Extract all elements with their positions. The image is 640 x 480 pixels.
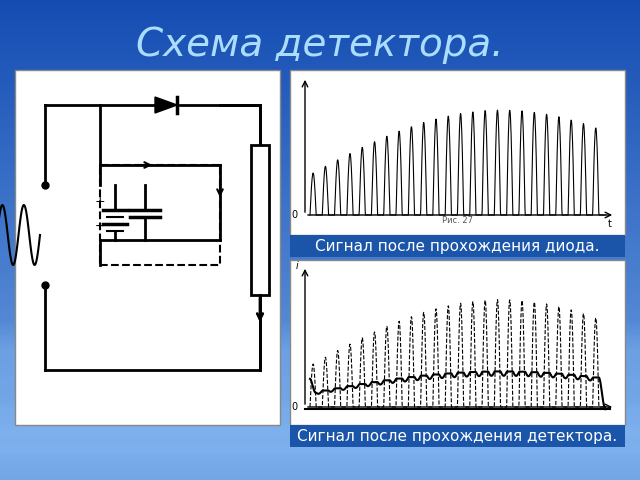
Text: 0: 0: [291, 402, 297, 412]
Text: i: i: [296, 261, 298, 271]
Text: −: −: [95, 220, 106, 233]
Bar: [290, 425, 625, 447]
Bar: [290, 235, 625, 257]
Text: Сигнал после прохождения детектора.: Сигнал после прохождения детектора.: [298, 429, 618, 444]
Bar: [15, 70, 280, 425]
Text: Сигнал после прохождения диода.: Сигнал после прохождения диода.: [316, 239, 600, 253]
Polygon shape: [155, 97, 177, 113]
Text: Схема детектора.: Схема детектора.: [136, 26, 504, 64]
Text: Рис. 27: Рис. 27: [442, 216, 473, 225]
Bar: [100, 165, 220, 265]
Text: 0: 0: [291, 210, 297, 220]
Bar: [290, 70, 625, 235]
Text: t: t: [608, 219, 612, 229]
Text: +: +: [95, 195, 106, 208]
Bar: [290, 260, 625, 425]
Bar: [251, 145, 269, 295]
